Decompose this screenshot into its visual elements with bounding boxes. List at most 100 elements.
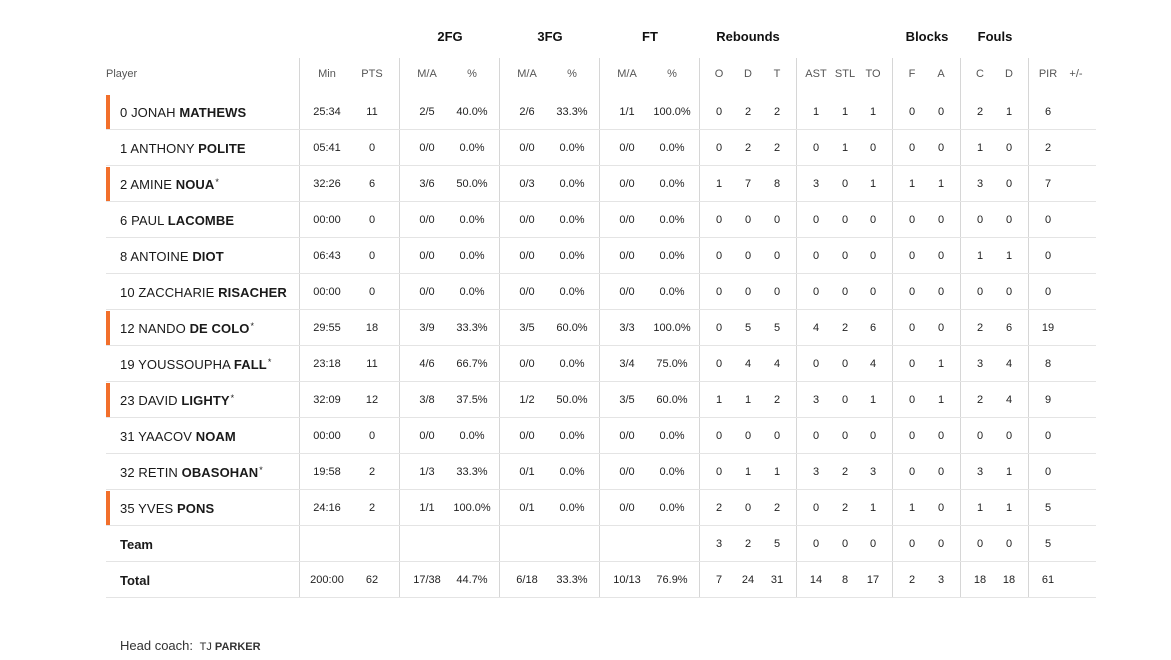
player-last-name: Obasohan <box>181 465 259 480</box>
column-header-reb-d[interactable]: D <box>744 68 752 80</box>
column-header-ft-ma[interactable]: M/A <box>617 68 637 80</box>
player-name[interactable]: 12 Nando De Colo* <box>120 321 254 336</box>
column-header-plusminus[interactable]: +/- <box>1069 68 1083 80</box>
column-header-3fg-ma[interactable]: M/A <box>517 68 537 80</box>
stat-2fg-ma: 0/0 <box>419 214 435 226</box>
stat-blk-a: 1 <box>937 358 945 370</box>
player-first-name: Anthony <box>130 141 195 156</box>
table-row[interactable]: 0 Jonah Mathews 25:34 11 2/5 40.0% 2/6 33.3% 1/… <box>106 94 1096 130</box>
stat-2fg-pct: 0.0% <box>459 286 485 298</box>
player-name[interactable]: 8 Antoine Diot <box>120 249 225 264</box>
row-separator <box>106 489 1096 490</box>
table-row[interactable]: 19 Youssoupha Fall* 23:18 11 4/6 66.7% 0/0 0.0… <box>106 346 1096 382</box>
row-separator <box>106 597 1096 598</box>
stat-blk-a: 1 <box>937 394 945 406</box>
player-name[interactable]: 0 Jonah Mathews <box>120 105 247 120</box>
column-header-2fg-ma[interactable]: M/A <box>417 68 437 80</box>
stat-ft-pct: 0.0% <box>659 214 685 226</box>
player-name[interactable]: 6 Paul Lacombe <box>120 213 235 228</box>
column-header-reb-o[interactable]: O <box>714 68 724 80</box>
stat-pir: 0 <box>1044 286 1052 298</box>
column-header-pts[interactable]: PTS <box>361 68 383 80</box>
stat-foul-d: 4 <box>1005 358 1013 370</box>
player-name[interactable]: 32 Retin Obasohan* <box>120 465 263 480</box>
table-row[interactable]: 12 Nando De Colo* 29:55 18 3/9 33.3% 3/5 60.0%… <box>106 310 1096 346</box>
stat-2fg-ma: 0/0 <box>419 142 435 154</box>
stat-reb-t: 2 <box>773 106 781 118</box>
stat-reb-o: 7 <box>715 574 723 586</box>
table-row[interactable]: 31 Yaacov Noam 00:00 0 0/0 0.0% 0/0 0.0% 0/0 0.0… <box>106 418 1096 454</box>
player-name[interactable]: 23 David Lighty* <box>120 393 234 408</box>
stat-3fg-pct: 0.0% <box>559 142 585 154</box>
table-row[interactable]: 32 Retin Obasohan* 19:58 2 1/3 33.3% 0/1 0.0% 0… <box>106 454 1096 490</box>
table-row[interactable]: 2 Amine Noua* 32:26 6 3/6 50.0% 0/3 0.0% 0/0 0.0… <box>106 166 1096 202</box>
column-header-3fg-pct[interactable]: % <box>567 68 577 80</box>
stat-pir: 2 <box>1044 142 1052 154</box>
stat-blk-f: 0 <box>908 538 916 550</box>
table-row[interactable]: 10 Zaccharie Risacher 00:00 0 0/0 0.0% 0/0 0.0… <box>106 274 1096 310</box>
column-header-min[interactable]: Min <box>318 68 336 80</box>
stat-blk-a: 0 <box>937 466 945 478</box>
stat-pir: 8 <box>1044 358 1052 370</box>
column-header-foul-c[interactable]: C <box>976 68 984 80</box>
stat-2fg-pct: 100.0% <box>453 502 491 514</box>
stat-reb-t: 4 <box>773 358 781 370</box>
column-header-2fg-pct[interactable]: % <box>467 68 477 80</box>
column-divider <box>960 58 961 598</box>
stat-blk-f: 0 <box>908 214 916 226</box>
stat-blk-a: 0 <box>937 538 945 550</box>
stat-ast: 0 <box>812 538 820 550</box>
stat-pir: 5 <box>1044 538 1052 550</box>
stat-reb-o: 1 <box>715 394 723 406</box>
stat-pir: 5 <box>1044 502 1052 514</box>
table-row[interactable]: 6 Paul Lacombe 00:00 0 0/0 0.0% 0/0 0.0% 0/0 0.0… <box>106 202 1096 238</box>
stat-ast: 1 <box>812 106 820 118</box>
column-header-foul-d[interactable]: D <box>1005 68 1013 80</box>
stat-blk-a: 0 <box>937 250 945 262</box>
player-marker: * <box>215 177 220 187</box>
stat-blk-f: 0 <box>908 358 916 370</box>
player-name[interactable]: 2 Amine Noua* <box>120 177 219 192</box>
column-header-reb-t[interactable]: T <box>773 68 781 80</box>
table-row[interactable]: 8 Antoine Diot 06:43 0 0/0 0.0% 0/0 0.0% 0/0 0.0… <box>106 238 1096 274</box>
table-row[interactable]: 23 David Lighty* 32:09 12 3/8 37.5% 1/2 50.0% 3… <box>106 382 1096 418</box>
column-header-pir[interactable]: PIR <box>1038 68 1058 80</box>
stat-foul-d: 0 <box>1005 286 1013 298</box>
column-header-player[interactable]: Player <box>106 68 138 80</box>
column-header-to[interactable]: TO <box>865 68 881 80</box>
stat-reb-d: 1 <box>744 466 752 478</box>
head-coach-label: Head coach: <box>120 638 193 653</box>
stat-3fg-ma: 6/18 <box>516 574 538 586</box>
column-header-blk-f[interactable]: F <box>908 68 916 80</box>
stat-pts: 18 <box>365 322 379 334</box>
stat-2fg-pct: 0.0% <box>459 214 485 226</box>
column-header-stl[interactable]: STL <box>834 68 856 80</box>
player-first-name: Yves <box>138 501 174 516</box>
column-header-ft-pct[interactable]: % <box>667 68 677 80</box>
column-header-blk-a[interactable]: A <box>937 68 945 80</box>
starter-indicator <box>106 383 110 417</box>
stat-reb-o: 0 <box>715 430 723 442</box>
stat-reb-t: 0 <box>773 430 781 442</box>
column-header-ast[interactable]: AST <box>805 68 827 80</box>
stat-ft-ma: 0/0 <box>619 286 635 298</box>
stat-stl: 0 <box>841 538 849 550</box>
stat-ast: 0 <box>812 250 820 262</box>
player-name[interactable]: 1 Anthony Polite <box>120 141 247 156</box>
stat-ft-ma: 10/13 <box>613 574 641 586</box>
stat-stl: 0 <box>841 286 849 298</box>
player-number: 6 <box>120 213 128 228</box>
player-name[interactable]: 19 Youssoupha Fall* <box>120 357 271 372</box>
stat-3fg-ma: 1/2 <box>519 394 535 406</box>
stat-stl: 2 <box>841 322 849 334</box>
table-row[interactable]: 1 Anthony Polite 05:41 0 0/0 0.0% 0/0 0.0% 0/0 0… <box>106 130 1096 166</box>
stat-to: 4 <box>869 358 877 370</box>
stat-ast: 0 <box>812 430 820 442</box>
player-name[interactable]: 10 Zaccharie Risacher <box>120 285 288 300</box>
stat-foul-d: 4 <box>1005 394 1013 406</box>
table-row[interactable]: 35 Yves Pons 24:16 2 1/1 100.0% 0/1 0.0% 0/0 0.0… <box>106 490 1096 526</box>
player-name[interactable]: 31 Yaacov Noam <box>120 429 237 444</box>
stat-reb-o: 0 <box>715 214 723 226</box>
player-name[interactable]: 35 Yves Pons <box>120 501 215 516</box>
stat-ft-pct: 0.0% <box>659 502 685 514</box>
